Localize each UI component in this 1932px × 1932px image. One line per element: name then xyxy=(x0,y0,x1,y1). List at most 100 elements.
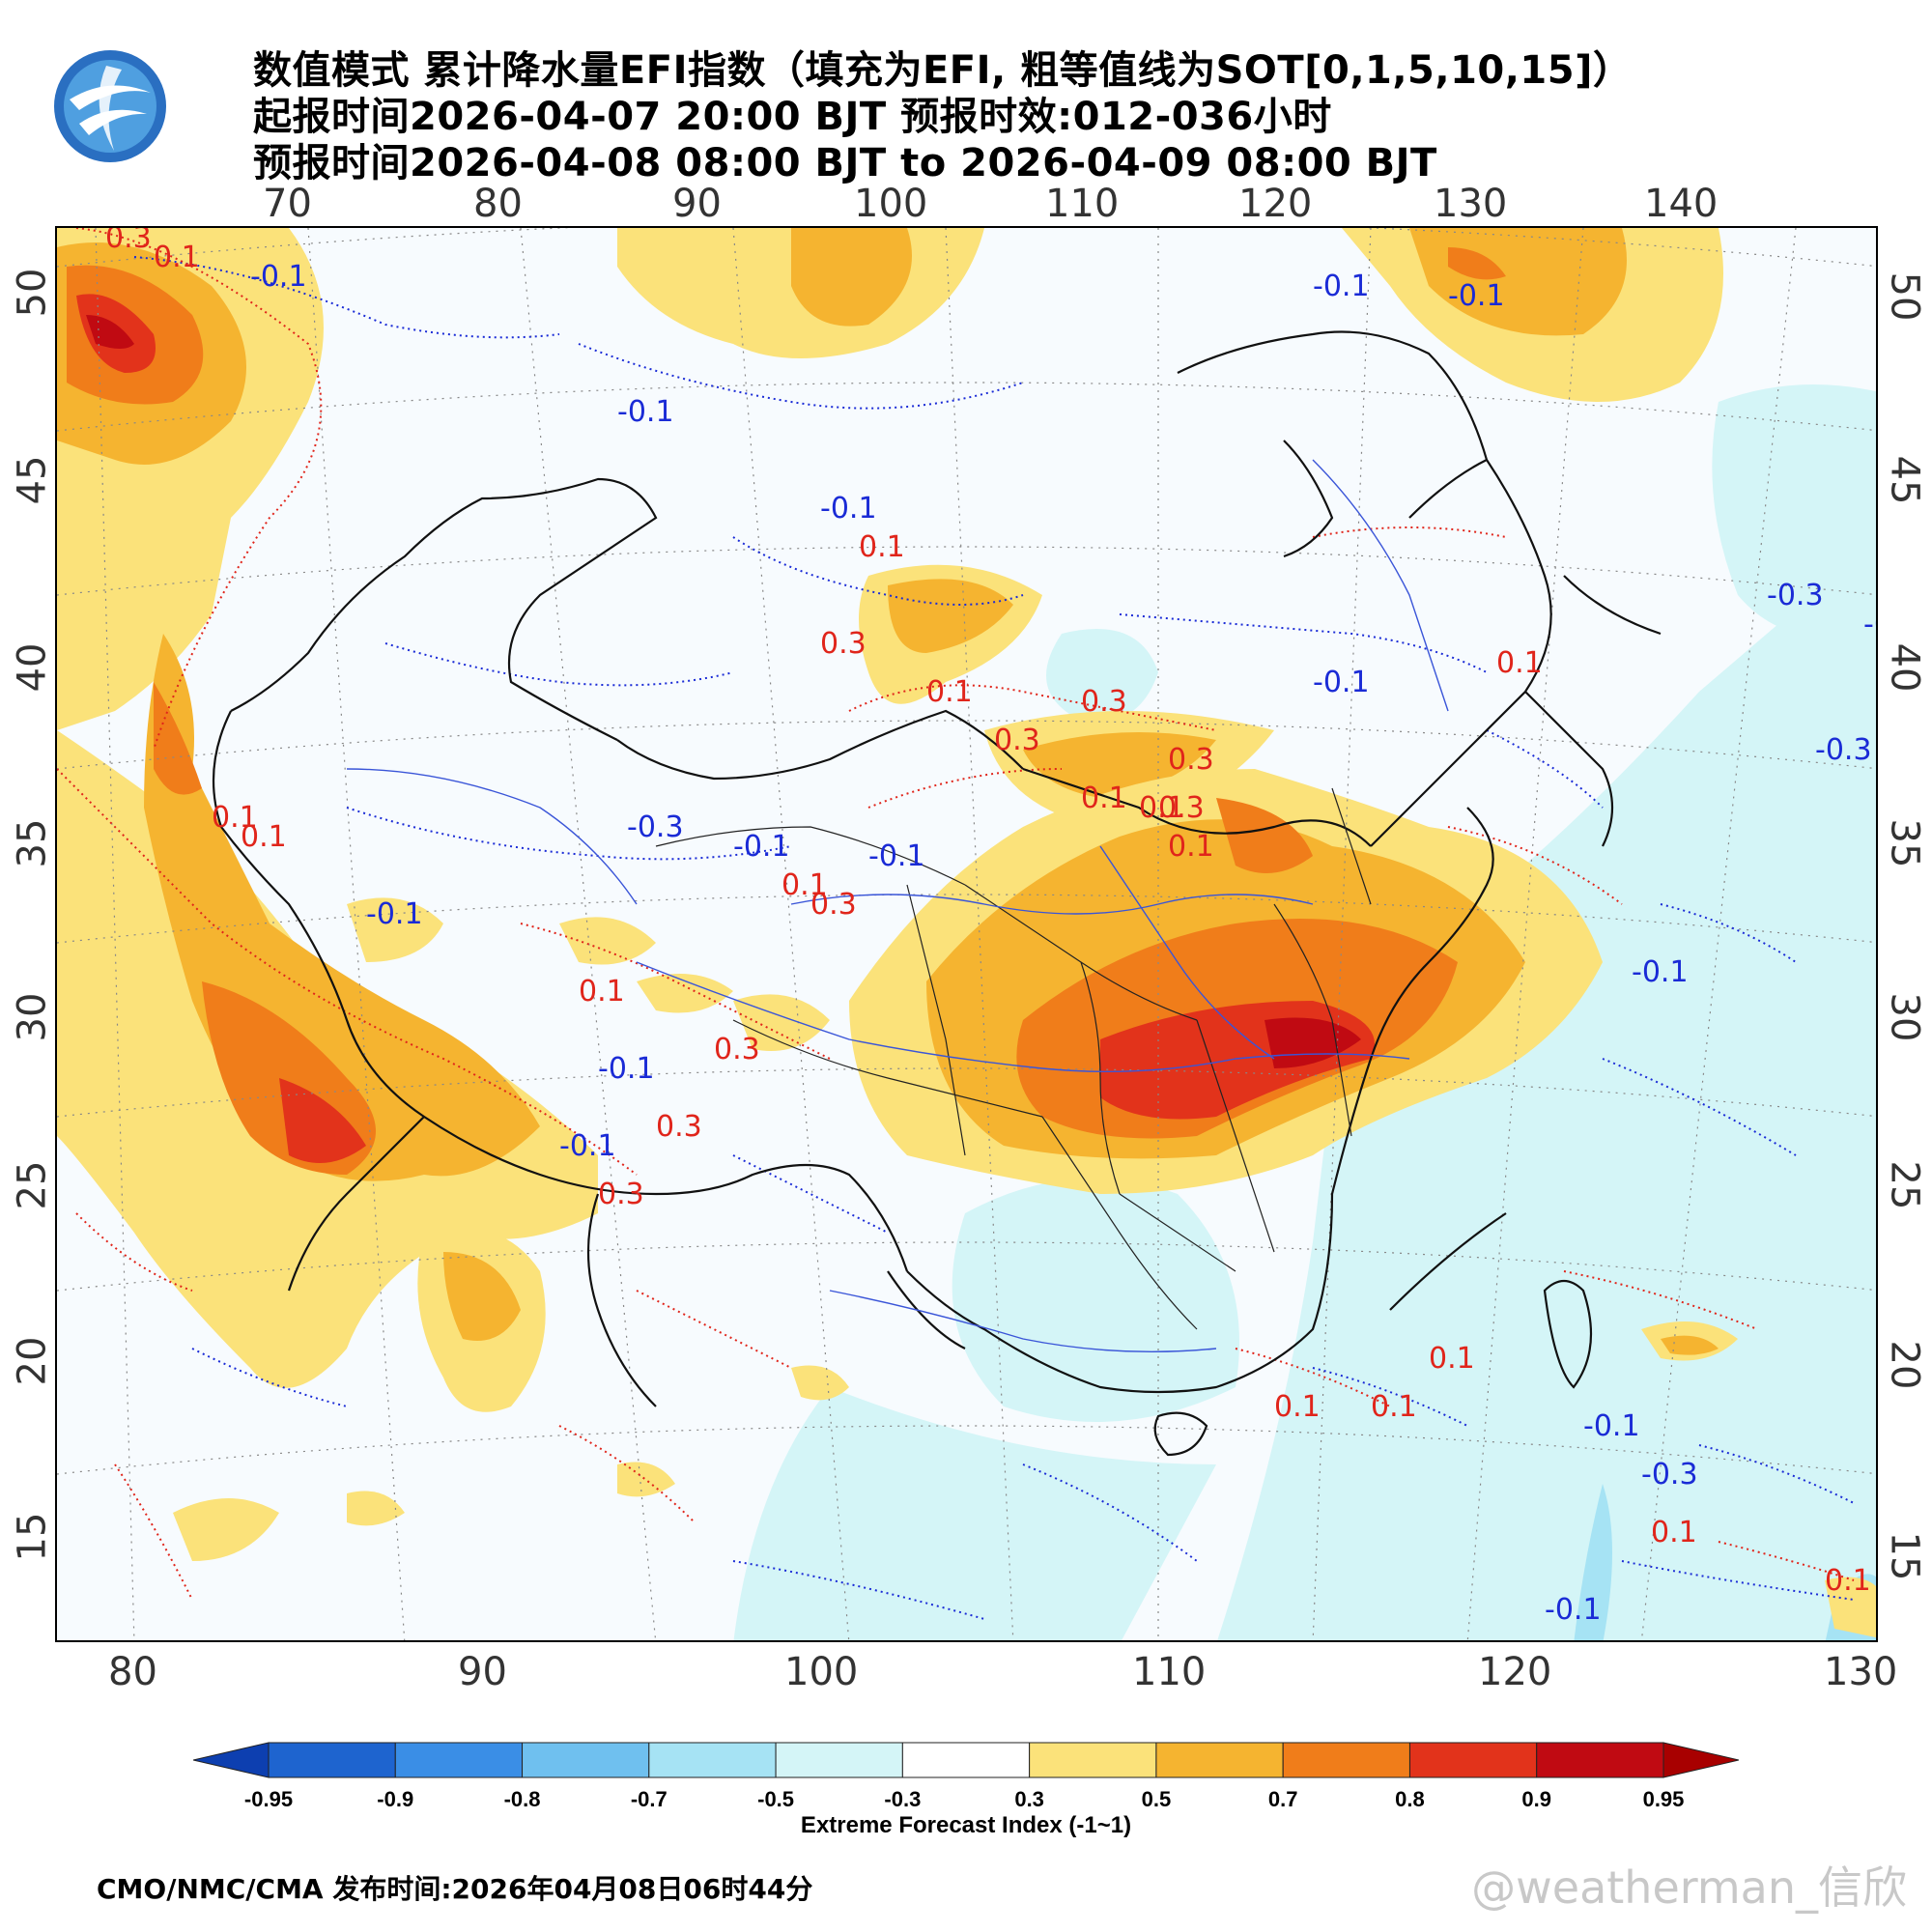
colorbar-swatch xyxy=(648,1742,777,1778)
contour-label: 0.3 xyxy=(820,627,867,661)
contour-label: -0.3 xyxy=(1641,1458,1698,1492)
left-lat-tick: 25 xyxy=(10,1160,55,1210)
efi-map-canvas: 0.30.1-0.1-0.1-0.10.10.30.10.3-0.10.10.3… xyxy=(57,228,1878,1640)
contour-label: -0.1 xyxy=(598,1052,655,1086)
top-lon-tick: 130 xyxy=(1434,182,1508,226)
left-lat-tick: 20 xyxy=(10,1336,55,1386)
contour-label: 0.1 xyxy=(241,820,287,854)
colorbar-tick-label: 0.95 xyxy=(1642,1787,1685,1811)
contour-label: -0.3 xyxy=(627,810,684,844)
province-borders xyxy=(655,787,1372,1330)
contour-label: 0.3 xyxy=(105,228,152,255)
colorbar-tick-label: 0.7 xyxy=(1267,1787,1298,1811)
right-lat-tick: 35 xyxy=(1882,818,1927,868)
init-time: 起报时间2026-04-07 20:00 BJT 预报时效:012-036小时 xyxy=(253,95,1332,139)
contour-label: 0.3 xyxy=(714,1033,760,1066)
contour-label: 0.1 xyxy=(859,530,905,564)
positive-contours xyxy=(57,228,1855,1601)
watermark: @weatherman_信欣 xyxy=(1471,1861,1907,1914)
colorbar-swatch xyxy=(394,1742,524,1778)
colorbar-tick-label: -0.7 xyxy=(630,1787,668,1811)
efi-map: 0.3 0.1 -0.1 -0.1 -0.1 0.1 0.3 0.1 0.3 -0.1 0.1 0.3… xyxy=(55,226,1878,1642)
contour-label: 0.1 xyxy=(1168,830,1214,864)
positive-efi-fill xyxy=(57,228,1876,1638)
contour-label: -0.3 xyxy=(1815,733,1872,767)
graticule xyxy=(57,228,1876,1640)
contour-label: -0.1 xyxy=(1313,666,1370,699)
right-lat-tick: 30 xyxy=(1882,992,1927,1042)
contour-label: 0.1 xyxy=(1274,1390,1321,1424)
colorbar-tick-label: -0.95 xyxy=(243,1787,294,1811)
colorbar-tick-label: -0.3 xyxy=(884,1787,922,1811)
right-lat-tick: 40 xyxy=(1882,642,1927,693)
colorbar-swatch xyxy=(775,1742,903,1778)
contour-label: -0.1 xyxy=(250,260,307,294)
contour-label: 0.3 xyxy=(1158,791,1205,825)
top-lon-tick: 100 xyxy=(854,182,928,226)
right-lat-tick: 20 xyxy=(1882,1340,1927,1390)
contour-label: -0.1 xyxy=(733,830,790,864)
colorbar-tick-label: 0.9 xyxy=(1521,1787,1552,1811)
top-lon-tick: 140 xyxy=(1644,182,1719,226)
right-lat-tick: 15 xyxy=(1882,1531,1927,1581)
colorbar-tick-label: -0.8 xyxy=(503,1787,541,1811)
contour-label: -0.1 xyxy=(1632,955,1689,989)
bottom-lon-tick: 130 xyxy=(1824,1650,1898,1694)
top-lon-tick: 110 xyxy=(1045,182,1120,226)
valid-time: 预报时间2026-04-08 08:00 BJT to 2026-04-09 0… xyxy=(253,141,1437,185)
colorbar-tick-label: 0.5 xyxy=(1141,1787,1172,1811)
contour-label: 0.1 xyxy=(212,801,258,835)
contour-label: 0.1 xyxy=(1651,1516,1697,1549)
top-lon-tick: 80 xyxy=(473,182,523,226)
contour-label: 0.1 xyxy=(1496,646,1543,680)
contour-label: 0.3 xyxy=(598,1178,644,1211)
contour-labels: 0.30.1-0.1-0.1-0.10.10.30.10.3-0.10.10.3… xyxy=(105,228,1878,1627)
bottom-lon-tick: 80 xyxy=(108,1650,157,1694)
right-lat-tick: 25 xyxy=(1882,1160,1927,1210)
map-title: 数值模式 累计降水量EFI指数（填充为EFI, 粗等值线为SOT[0,1,5,1… xyxy=(253,48,1633,93)
cma-logo-icon xyxy=(54,50,166,162)
colorbar-tick-label: -0.9 xyxy=(377,1787,414,1811)
contour-label: 0.1 xyxy=(154,241,200,274)
colorbar-tick-label: -0.5 xyxy=(757,1787,795,1811)
contour-label: -0.1 xyxy=(1583,1409,1640,1443)
colorbar-swatch xyxy=(193,1742,270,1778)
colorbar-swatches xyxy=(193,1742,1739,1778)
contour-label: 0.3 xyxy=(656,1110,702,1144)
left-lat-tick: 50 xyxy=(10,268,55,318)
contour-label: 0.1 xyxy=(1081,781,1127,815)
colorbar-swatch xyxy=(1536,1742,1664,1778)
left-lat-tick: 40 xyxy=(10,642,55,693)
contour-label: -0.1 xyxy=(820,492,877,526)
contour-label: 0.1 xyxy=(579,975,625,1009)
top-lon-tick: 120 xyxy=(1238,182,1313,226)
contour-label: -0.1 xyxy=(1545,1593,1602,1627)
left-lat-tick: 35 xyxy=(10,818,55,868)
negative-efi-fill xyxy=(733,384,1876,1640)
colorbar-swatch xyxy=(522,1742,650,1778)
bottom-lon-tick: 110 xyxy=(1132,1650,1207,1694)
contour-label: -0.1 xyxy=(1313,270,1370,303)
left-lat-tick: 45 xyxy=(10,455,55,505)
contour-label: -0.1 xyxy=(559,1129,616,1163)
country-borders xyxy=(212,330,1662,1457)
contour-label: 0.3 xyxy=(810,888,857,922)
bottom-lon-tick: 90 xyxy=(458,1650,507,1694)
contour-label: 0.1 xyxy=(1429,1342,1475,1376)
colorbar-swatch xyxy=(1662,1742,1739,1778)
colorbar-swatch xyxy=(901,1742,1031,1778)
contour-label: 0.1 xyxy=(781,868,828,902)
contour-label: 0.1 xyxy=(1371,1390,1417,1424)
contour-label: -0.1 xyxy=(366,897,423,931)
colorbar-swatch xyxy=(268,1742,396,1778)
bottom-lon-tick: 100 xyxy=(784,1650,859,1694)
contour-label: -0.3 xyxy=(1863,608,1878,641)
contour-label: -0.3 xyxy=(1767,579,1824,612)
contour-label: 0.3 xyxy=(1168,743,1214,777)
top-lon-tick: 90 xyxy=(672,182,722,226)
contour-label: -0.1 xyxy=(868,839,925,873)
contour-label: 0.1 xyxy=(926,675,973,709)
contour-label: 0.1 xyxy=(1139,791,1185,825)
right-lat-tick: 50 xyxy=(1882,271,1927,322)
colorbar-title: Extreme Forecast Index (-1~1) xyxy=(800,1812,1132,1838)
